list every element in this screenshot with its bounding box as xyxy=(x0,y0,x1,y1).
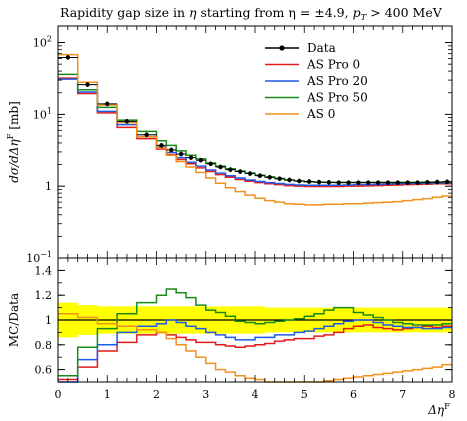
data-point xyxy=(444,179,450,185)
legend-label: AS 0 xyxy=(306,107,335,121)
main-ytick-label: 102 xyxy=(33,35,52,50)
data-point xyxy=(375,180,381,185)
data-point xyxy=(85,82,90,87)
main-ylabel-main: dσ/dΔη xyxy=(7,139,21,183)
ratio-xtick-label: 8 xyxy=(449,388,456,401)
data-point xyxy=(257,173,263,178)
data-point xyxy=(405,180,410,185)
data-point xyxy=(316,179,322,185)
data-point xyxy=(105,101,110,107)
legend: Data AS Pro 0 AS Pro 20 AS Pro 50 AS 0 xyxy=(265,41,368,121)
ratio-ytick-label: 0.8 xyxy=(35,339,53,352)
title-eta-eq: η = ±4.9, xyxy=(288,5,352,20)
ratio-ytick-label: 1.2 xyxy=(35,289,53,302)
main-series-line-1 xyxy=(58,77,452,188)
data-point xyxy=(425,180,430,185)
data-point xyxy=(238,169,243,174)
ratio-xtick-label: 5 xyxy=(301,388,308,401)
ratio-xtick-label: 2 xyxy=(153,388,160,401)
data-point xyxy=(188,155,194,160)
ratio-xtick-label: 4 xyxy=(252,388,259,401)
xlabel-sup: F xyxy=(444,402,450,412)
title-pt-sub: T xyxy=(361,13,368,23)
data-point xyxy=(198,158,204,163)
data-point xyxy=(306,179,312,184)
ratio-series-line-2 xyxy=(58,288,452,377)
main-series-group xyxy=(58,53,452,206)
ratio-xtick-label: 3 xyxy=(202,388,209,401)
data-points xyxy=(58,55,452,186)
data-point xyxy=(277,176,282,181)
ratio-series-line-1 xyxy=(58,319,452,383)
ratio-series-group xyxy=(58,288,452,383)
data-point xyxy=(435,179,440,185)
data-point xyxy=(267,175,272,180)
title-middle: starting from xyxy=(197,5,289,20)
ratio-ytick-label: 1 xyxy=(45,314,52,327)
ratio-xlabel: ΔηF xyxy=(427,402,450,417)
data-point xyxy=(159,143,164,148)
main-series-line-4 xyxy=(58,53,452,206)
title-pt-tail: > 400 MeV xyxy=(366,5,442,20)
legend-item-3: AS Pro 50 xyxy=(265,91,368,105)
data-point xyxy=(124,119,130,124)
ratio-ylabel: MC/Data xyxy=(7,293,21,347)
main-ylabel-sup: F xyxy=(6,133,16,139)
title-prefix: Rapidity gap size in xyxy=(60,5,189,20)
data-point xyxy=(228,167,233,172)
main-panel: 10−1 1 101 102 dσ/dΔηF [mb] Data AS Pro 0 AS … xyxy=(6,25,453,265)
main-ytick-label: 10−1 xyxy=(26,250,52,265)
ratio-xtick-label: 1 xyxy=(104,388,111,401)
title-eta: η xyxy=(189,5,197,20)
data-point xyxy=(287,177,292,183)
legend-label: Data xyxy=(307,41,336,55)
legend-label: AS Pro 50 xyxy=(306,91,368,105)
data-point xyxy=(326,180,332,185)
data-point xyxy=(395,180,401,185)
data-point xyxy=(336,180,341,185)
ratio-ytick-label: 1.4 xyxy=(35,264,53,277)
ratio-ticks: 0.6 0.8 1 1.2 1.4 0 1 2 3 4 5 6 7 8 xyxy=(35,257,456,401)
data-point xyxy=(178,151,184,157)
ratio-xtick-label: 7 xyxy=(399,388,406,401)
legend-label: AS Pro 0 xyxy=(306,58,360,72)
data-point xyxy=(144,132,149,137)
legend-item-4: AS 0 xyxy=(265,107,335,121)
data-point xyxy=(385,180,391,185)
main-ylabel: dσ/dΔηF [mb] xyxy=(6,101,21,183)
ratio-ytick-label: 0.6 xyxy=(35,364,53,377)
legend-label: AS Pro 20 xyxy=(306,74,368,88)
ratio-xtick-label: 0 xyxy=(55,388,62,401)
main-series-line-2 xyxy=(58,78,452,187)
main-frame xyxy=(57,25,453,259)
main-ylabel-tail: [mb] xyxy=(7,101,21,133)
legend-item-1: AS Pro 0 xyxy=(265,58,360,72)
data-point xyxy=(356,180,361,185)
ratio-xtick-label: 6 xyxy=(350,388,357,401)
ratio-panel: 0.6 0.8 1 1.2 1.4 0 1 2 3 4 5 6 7 8 MC/Data ΔηF xyxy=(7,257,456,417)
data-point xyxy=(247,171,253,176)
data-point xyxy=(169,147,174,153)
data-point xyxy=(218,164,223,170)
legend-item-2: AS Pro 20 xyxy=(265,74,368,88)
legend-marker xyxy=(279,45,285,51)
main-ytick-label: 101 xyxy=(33,106,52,121)
legend-item-0: Data xyxy=(265,41,336,55)
main-series-line-3 xyxy=(58,73,452,184)
main-ticks: 10−1 1 101 102 xyxy=(26,26,453,265)
data-point xyxy=(346,180,351,185)
data-point xyxy=(366,180,371,185)
chart-title: Rapidity gap size in η starting from η =… xyxy=(60,5,443,23)
data-point xyxy=(415,180,420,185)
data-point xyxy=(297,178,302,184)
data-point xyxy=(208,161,213,166)
title-pt: p xyxy=(353,5,361,20)
xlabel-main: Δη xyxy=(427,403,445,417)
data-point xyxy=(65,55,71,60)
main-ytick-label: 1 xyxy=(45,180,52,193)
